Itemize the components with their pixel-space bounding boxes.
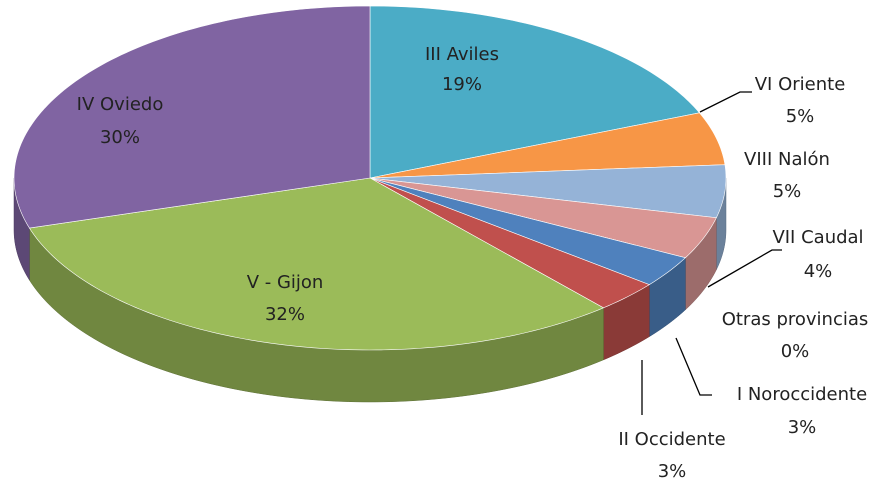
value-label: 30% — [100, 127, 140, 148]
value-label: 32% — [265, 304, 305, 325]
leader-line — [699, 91, 752, 113]
labels: III Aviles 19% VI Oriente 5% VIII Nalón 5% VII… — [77, 44, 869, 482]
category-label: V - Gijon — [247, 272, 324, 293]
pie-slice — [13, 5, 371, 229]
leader-line — [675, 337, 712, 396]
value-label: 4% — [804, 261, 833, 282]
value-label: 19% — [442, 74, 482, 95]
category-label: IV Oviedo — [77, 94, 164, 115]
value-label: 0% — [781, 341, 810, 362]
pie-slice — [369, 177, 687, 285]
pie-slice — [369, 177, 650, 309]
category-label: I Noroccidente — [737, 384, 867, 405]
value-label: 5% — [786, 106, 815, 127]
category-label: II Occidente — [618, 429, 725, 450]
pie-slice — [369, 112, 726, 179]
value-label: 3% — [788, 417, 817, 438]
pie-slice — [369, 5, 700, 179]
pie-slice — [369, 177, 717, 259]
category-label: VIII Nalón — [744, 149, 830, 170]
pie-slice — [369, 164, 727, 219]
leader-lines — [641, 91, 782, 415]
category-label: Otras provincias — [722, 309, 869, 330]
value-label: 5% — [773, 181, 802, 202]
pie-slice — [28, 177, 605, 351]
category-label: VI Oriente — [755, 74, 846, 95]
category-label: VII Caudal — [772, 227, 863, 248]
pie-tops — [13, 5, 727, 351]
category-label: III Aviles — [425, 44, 499, 65]
leader-line — [707, 249, 782, 288]
value-label: 3% — [658, 461, 687, 482]
